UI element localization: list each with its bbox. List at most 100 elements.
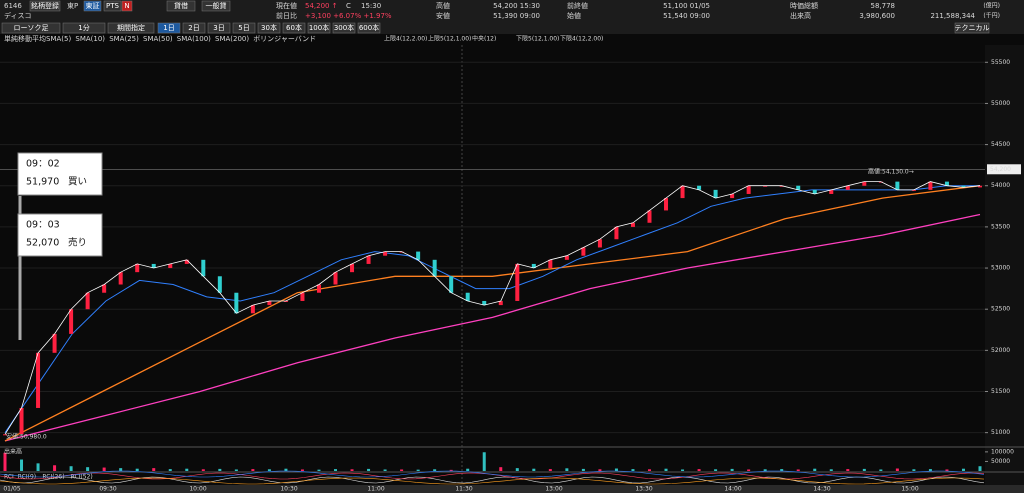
range-button[interactable]: 3日	[213, 24, 224, 32]
high-note: 高値:54,130.0→	[868, 168, 914, 176]
range-button[interactable]: 600本	[359, 23, 379, 32]
volume-bar	[317, 469, 321, 471]
volume-bar	[697, 469, 701, 471]
range-button-box[interactable]	[257, 22, 281, 34]
n-button-box[interactable]	[121, 0, 133, 12]
candle	[845, 185, 850, 190]
range-button[interactable]: 1日	[163, 24, 174, 32]
time-label: 14:30	[813, 486, 830, 493]
candle	[862, 181, 867, 186]
range-button[interactable]: 2日	[188, 24, 199, 32]
period-button-box[interactable]	[107, 22, 155, 34]
stock-code: 6146	[4, 2, 22, 10]
time-label: 14:00	[724, 486, 741, 493]
exchange-button[interactable]: 東証	[86, 1, 100, 10]
range-button-box[interactable]	[207, 22, 231, 34]
volume-bar	[945, 469, 949, 471]
legend-entry: SMA(50)	[143, 35, 173, 43]
range-button[interactable]: 60本	[286, 23, 302, 32]
range-button-box[interactable]	[282, 22, 306, 34]
exchange-button-box[interactable]	[83, 0, 102, 12]
label: 出来高	[790, 11, 811, 20]
volume-bar	[581, 468, 585, 471]
candle	[69, 309, 74, 334]
volume-bar	[978, 466, 982, 471]
legend-entry: SMA(25)	[109, 35, 139, 43]
volume-bar	[416, 469, 420, 471]
y-tick-label: 55500	[991, 59, 1010, 66]
range-button[interactable]: 100本	[309, 23, 329, 32]
range-button[interactable]: 300本	[334, 23, 354, 32]
label: 時価総額	[790, 1, 818, 10]
candle	[515, 263, 520, 301]
legend-title: 単純移動平均	[4, 34, 46, 43]
time-label: 13:00	[545, 486, 562, 493]
range-button-box[interactable]	[157, 22, 181, 34]
candle	[250, 305, 255, 314]
general-button-box[interactable]	[201, 0, 231, 12]
current-price-box	[987, 164, 1021, 175]
volume-bar	[895, 468, 899, 471]
pts-button[interactable]: PTS	[106, 2, 119, 10]
candle	[267, 300, 272, 306]
margin-button[interactable]: 貸借	[174, 1, 188, 10]
range-button[interactable]: 5日	[238, 24, 249, 32]
current-price-label: 54,200	[990, 166, 1011, 173]
volume-bar	[135, 468, 139, 471]
register-button-box[interactable]	[29, 0, 61, 12]
volume-bar	[36, 463, 40, 471]
rci-line	[0, 477, 985, 485]
margin-button-box[interactable]	[166, 0, 196, 12]
trade-note-box	[17, 152, 103, 196]
trade-time: 09：03	[26, 220, 60, 231]
candle	[581, 247, 586, 256]
register-button[interactable]: 銘柄登録	[31, 1, 59, 10]
general-button[interactable]: 一般貸	[206, 1, 227, 10]
volume-bar	[747, 469, 751, 471]
volume-bar	[234, 469, 238, 471]
volume-bar	[598, 469, 602, 471]
interval-select-box[interactable]	[62, 22, 106, 34]
range-button[interactable]: 30本	[261, 23, 277, 32]
n-button[interactable]: N	[124, 2, 129, 10]
pts-button-box[interactable]	[103, 0, 122, 12]
candle	[168, 263, 173, 269]
candle	[498, 300, 503, 306]
range-button-box[interactable]	[232, 22, 256, 34]
value: 51,100 01/05	[663, 2, 710, 10]
interval-select[interactable]: 1分	[78, 23, 89, 32]
close-line	[4, 181, 981, 435]
unit: (億円)	[983, 2, 1000, 10]
volume-bar	[664, 468, 668, 471]
candle	[548, 259, 553, 269]
legend-entry: SMA(5)	[46, 35, 71, 43]
y-tick-label: 53000	[991, 265, 1010, 272]
volume-bar	[3, 452, 7, 471]
volume-bar	[400, 469, 404, 471]
y-tick-label: 54000	[991, 182, 1010, 189]
current-price: 54,200 ↑	[305, 2, 338, 10]
candle	[333, 272, 338, 285]
stock-name: ディスコ	[4, 11, 32, 20]
candle	[531, 263, 536, 269]
chart-kind-select[interactable]: ローソク足	[14, 24, 49, 32]
candle	[36, 352, 41, 408]
volume-bar	[449, 469, 453, 471]
value: 51,540 09:00	[663, 12, 710, 20]
period-button[interactable]: 期間指定	[117, 23, 145, 32]
candle	[614, 226, 619, 240]
candle	[564, 255, 569, 260]
range-button-box[interactable]	[357, 22, 381, 34]
technical-button-box[interactable]	[954, 22, 990, 34]
range-button-box[interactable]	[307, 22, 331, 34]
trade-note-box	[17, 213, 103, 257]
range-button-box[interactable]	[332, 22, 356, 34]
volume-bar	[780, 469, 784, 471]
volume-bar	[367, 468, 371, 471]
volume-bar	[912, 469, 916, 471]
volume-bar	[267, 469, 271, 471]
range-button-box[interactable]	[182, 22, 206, 34]
candle	[135, 263, 140, 273]
chart-kind-select-box[interactable]	[1, 22, 61, 34]
technical-button[interactable]: テクニカル	[955, 24, 990, 32]
